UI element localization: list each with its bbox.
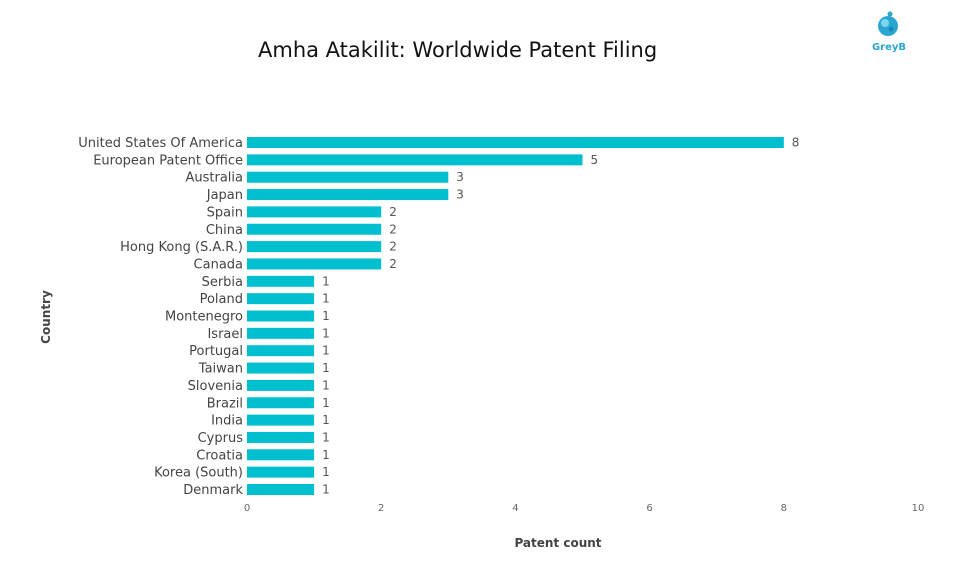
bar xyxy=(247,397,315,409)
data-label: 2 xyxy=(389,257,397,271)
data-label: 1 xyxy=(322,361,330,375)
bar xyxy=(247,484,315,495)
data-label: 1 xyxy=(322,483,330,497)
x-ticks-group: 0 2 4 6 8 10 xyxy=(244,503,925,514)
data-labels-group: 8 5 3 3 2 2 2 2 1 1 1 1 1 1 1 1 1 1 1 1 1 xyxy=(322,136,799,497)
category-label: Spain xyxy=(207,205,243,220)
bar xyxy=(247,379,315,391)
x-tick-label: 10 xyxy=(912,503,925,514)
x-axis-label: Patent count xyxy=(514,536,601,550)
bar xyxy=(247,345,315,357)
y-axis-label-group: Country xyxy=(39,290,53,344)
bar xyxy=(247,362,315,374)
x-tick-label: 2 xyxy=(378,503,384,514)
data-label: 3 xyxy=(456,188,464,202)
bar xyxy=(247,275,315,287)
data-label: 8 xyxy=(792,136,800,150)
bar xyxy=(247,154,583,166)
category-label: Taiwan xyxy=(198,362,243,377)
bar xyxy=(247,223,382,235)
bar xyxy=(247,293,315,305)
greyb-logo: GreyB xyxy=(866,10,912,56)
bar xyxy=(247,189,449,201)
bar xyxy=(247,206,382,218)
data-label: 1 xyxy=(322,465,330,479)
chart-title: Amha Atakilit: Worldwide Patent Filing xyxy=(258,38,658,62)
category-label: India xyxy=(211,414,243,429)
bar xyxy=(247,258,382,270)
category-label: Serbia xyxy=(202,275,243,290)
bar xyxy=(247,171,449,183)
category-label: Korea (South) xyxy=(154,466,243,481)
x-tick-label: 4 xyxy=(512,503,518,514)
data-label: 2 xyxy=(389,222,397,236)
data-label: 1 xyxy=(322,448,330,462)
data-label: 3 xyxy=(456,170,464,184)
data-label: 1 xyxy=(322,274,330,288)
category-label: Hong Kong (S.A.R.) xyxy=(120,240,243,255)
data-label: 5 xyxy=(591,153,599,167)
category-label: Denmark xyxy=(183,483,243,498)
data-label: 1 xyxy=(322,309,330,323)
data-label: 1 xyxy=(322,378,330,392)
category-label: Canada xyxy=(194,257,243,272)
x-tick-label: 8 xyxy=(781,503,787,514)
data-label: 1 xyxy=(322,413,330,427)
category-labels-group: United States Of America European Patent … xyxy=(78,136,243,498)
category-label: China xyxy=(206,223,243,238)
category-label: Montenegro xyxy=(165,310,243,325)
data-label: 1 xyxy=(322,396,330,410)
data-label: 1 xyxy=(322,292,330,306)
category-label: Israel xyxy=(207,327,243,342)
category-label: Portugal xyxy=(189,344,243,359)
bar xyxy=(247,431,315,443)
bars-group xyxy=(247,137,784,495)
bar xyxy=(247,414,315,426)
bar xyxy=(247,449,315,461)
bar xyxy=(247,241,382,253)
data-label: 1 xyxy=(322,430,330,444)
x-tick-label: 0 xyxy=(244,503,250,514)
data-label: 2 xyxy=(389,205,397,219)
bar xyxy=(247,327,315,339)
category-label: Japan xyxy=(206,188,243,203)
category-label: United States Of America xyxy=(78,136,243,151)
category-label: Brazil xyxy=(207,396,243,411)
category-label: Slovenia xyxy=(188,379,243,394)
data-label: 2 xyxy=(389,240,397,254)
category-label: Australia xyxy=(185,171,243,186)
bar xyxy=(247,310,315,322)
data-label: 1 xyxy=(322,344,330,358)
logo-text: GreyB xyxy=(871,42,907,53)
category-label: Poland xyxy=(200,292,243,307)
bar xyxy=(247,466,315,478)
category-label: European Patent Office xyxy=(93,153,243,168)
y-axis-label: Country xyxy=(39,290,53,344)
x-tick-label: 6 xyxy=(646,503,652,514)
category-label: Cyprus xyxy=(198,431,244,446)
data-label: 1 xyxy=(322,326,330,340)
bar xyxy=(247,137,784,148)
greyb-logo-icon xyxy=(878,11,898,36)
category-label: Croatia xyxy=(196,448,243,463)
